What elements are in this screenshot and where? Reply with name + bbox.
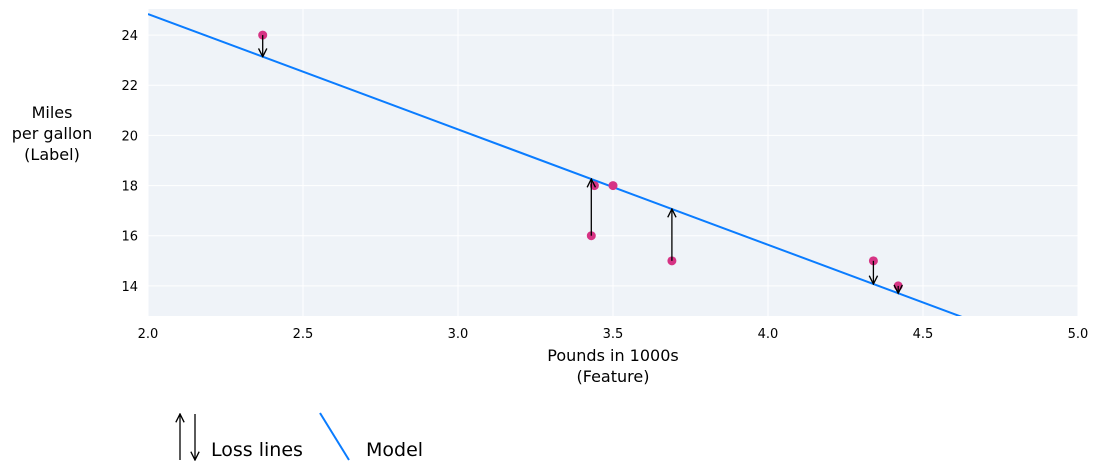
x-tick-label: 4.5 — [913, 327, 934, 342]
x-tick-label: 4.0 — [758, 327, 779, 342]
x-tick-label: 3.0 — [448, 327, 469, 342]
y-tick-label: 18 — [121, 180, 138, 195]
data-point — [608, 181, 618, 191]
legend-model-line — [319, 412, 350, 461]
legend-model-label: Model — [366, 439, 423, 461]
y-tick-label: 22 — [121, 79, 138, 94]
y-axis-label-line3: (Label) — [24, 145, 80, 164]
y-tick-label: 14 — [121, 280, 138, 295]
x-tick-label: 3.5 — [603, 327, 624, 342]
y-tick-label: 24 — [121, 29, 138, 44]
legend: Loss lines Model — [180, 412, 423, 461]
legend-loss-lines-label: Loss lines — [211, 439, 303, 461]
y-tick-label: 20 — [121, 129, 138, 144]
x-axis-label-line1: Pounds in 1000s — [547, 346, 678, 365]
x-tick-label: 5.0 — [1068, 327, 1089, 342]
x-tick-label: 2.0 — [138, 327, 159, 342]
x-axis-label-line2: (Feature) — [577, 367, 650, 386]
y-axis-label-line1: Miles — [32, 103, 73, 122]
y-axis-label-line2: per gallon — [12, 124, 92, 143]
x-tick-label: 2.5 — [293, 327, 314, 342]
y-tick-label: 16 — [121, 230, 138, 245]
